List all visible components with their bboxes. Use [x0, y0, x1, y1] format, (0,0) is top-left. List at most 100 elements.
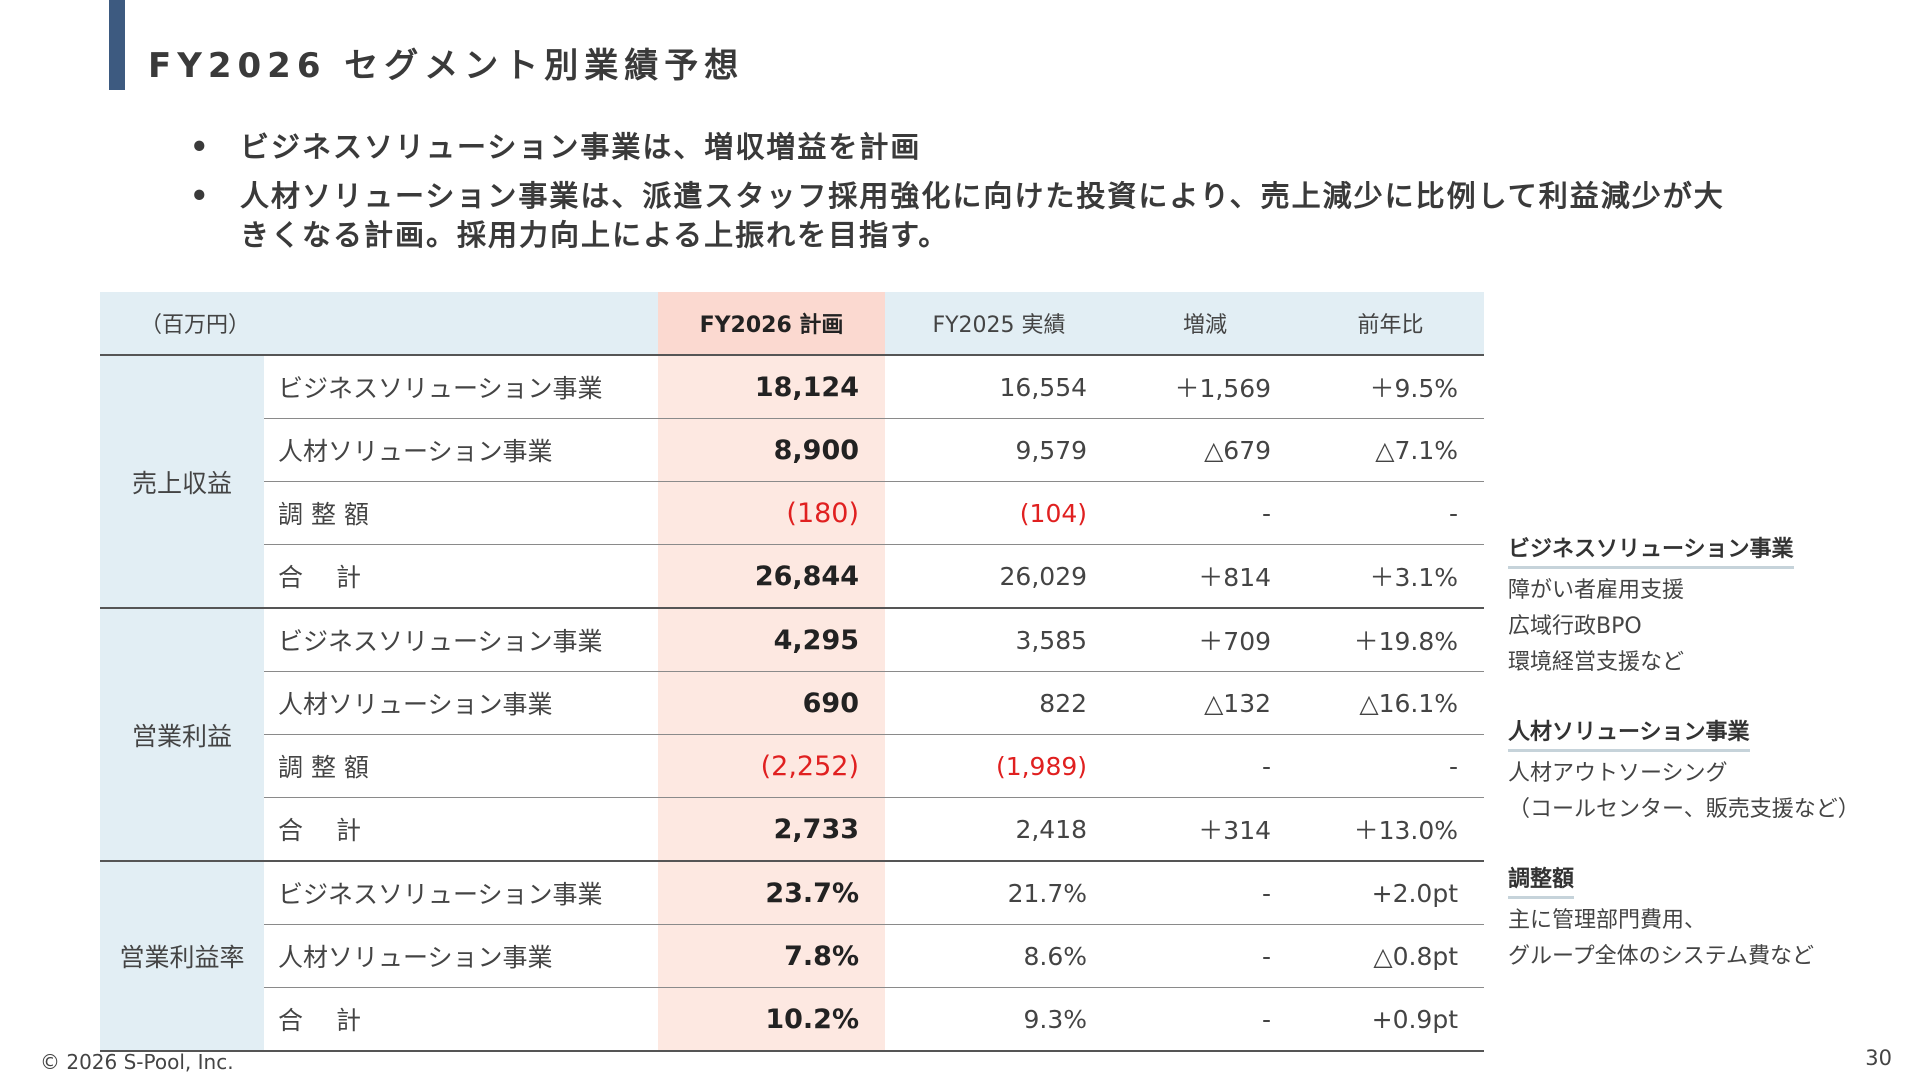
- actual-value: 9.3%: [885, 987, 1114, 1052]
- actual-value: 26,029: [885, 544, 1114, 609]
- yoy-value: ＋9.5%: [1297, 355, 1485, 419]
- row-label: 人材ソリューション事業: [264, 924, 659, 988]
- actual-value: 21.7%: [885, 861, 1114, 925]
- note-block: 人材ソリューション事業 人材アウトソーシング （コールセンター、販売支援など）: [1508, 715, 1918, 828]
- note-line: 環境経営支援など: [1508, 650, 1685, 675]
- header-yoy: 前年比: [1297, 292, 1485, 356]
- row-label: 調 整 額: [264, 481, 659, 545]
- change-value: -: [1113, 924, 1298, 988]
- page-title: FY2026 セグメント別業績予想: [148, 46, 745, 86]
- change-value: -: [1113, 861, 1298, 925]
- plan-value: 2,733: [658, 797, 886, 862]
- row-label: ビジネスソリューション事業: [264, 861, 659, 925]
- table-row: 合 計 10.2% 9.3% - +0.9pt: [100, 987, 1485, 1052]
- table-header-row: （百万円） FY2026 計画 FY2025 実績 増減 前年比: [100, 292, 1485, 356]
- table-row: 売上収益 ビジネスソリューション事業 18,124 16,554 ＋1,569 ＋9.5%: [100, 355, 1485, 609]
- table-row: 営業利益 ビジネスソリューション事業 4,295 3,585 ＋709 ＋19.8%: [100, 608, 1485, 862]
- segment-notes: ビジネスソリューション事業 障がい者雇用支援 広域行政BPO 環境経営支援など …: [1508, 532, 1918, 1009]
- bullet-text: 人材ソリューション事業は、派遣スタッフ採用強化に向けた投資により、売上減少に比例…: [240, 179, 1725, 252]
- row-label: 調 整 額: [264, 734, 659, 798]
- plan-value: (2,252): [658, 734, 886, 798]
- actual-value: (104): [885, 481, 1114, 545]
- bullet-text: ビジネスソリューション事業は、増収増益を計画: [240, 130, 922, 164]
- note-line: 主に管理部門費用、: [1508, 908, 1707, 933]
- row-label: 人材ソリューション事業: [264, 671, 659, 735]
- plan-value: 8,900: [658, 418, 886, 482]
- table-row: 人材ソリューション事業 690 822 △132 △16.1%: [100, 671, 1485, 735]
- row-label: ビジネスソリューション事業: [264, 608, 659, 672]
- bullet-item: • 人材ソリューション事業は、派遣スタッフ採用強化に向けた投資により、売上減少に…: [190, 177, 1750, 255]
- header-change: 増減: [1113, 292, 1298, 356]
- actual-value: (1,989): [885, 734, 1114, 798]
- yoy-value: ＋13.0%: [1297, 797, 1485, 862]
- row-label: ビジネスソリューション事業: [264, 355, 659, 419]
- segment-forecast-table: （百万円） FY2026 計画 FY2025 実績 増減 前年比 売上収益 ビジネ…: [100, 292, 1485, 1052]
- bullet-marker: •: [190, 130, 211, 164]
- actual-value: 2,418: [885, 797, 1114, 862]
- row-label: 合 計: [264, 987, 659, 1052]
- yoy-value: +2.0pt: [1297, 861, 1485, 925]
- bullet-marker: •: [190, 179, 211, 213]
- plan-value: 26,844: [658, 544, 886, 609]
- plan-value: 23.7%: [658, 861, 886, 925]
- plan-value: 4,295: [658, 608, 886, 672]
- change-value: -: [1113, 987, 1298, 1052]
- table-row: 合 計 26,844 26,029 ＋814 ＋3.1%: [100, 544, 1485, 609]
- note-line: （コールセンター、販売支援など）: [1508, 797, 1860, 822]
- note-heading: ビジネスソリューション事業: [1508, 534, 1794, 569]
- yoy-value: ＋3.1%: [1297, 544, 1485, 609]
- actual-value: 16,554: [885, 355, 1114, 419]
- unit-label: （百万円）: [100, 292, 659, 356]
- yoy-value: +0.9pt: [1297, 987, 1485, 1052]
- actual-value: 9,579: [885, 418, 1114, 482]
- table-row: 調 整 額 (2,252) (1,989) - -: [100, 734, 1485, 798]
- page-number: 30: [1865, 1046, 1892, 1070]
- note-heading: 人材ソリューション事業: [1508, 717, 1750, 752]
- plan-value: 690: [658, 671, 886, 735]
- note-heading: 調整額: [1508, 864, 1575, 899]
- yoy-value: △7.1%: [1297, 418, 1485, 482]
- note-line: 障がい者雇用支援: [1508, 578, 1685, 603]
- yoy-value: △0.8pt: [1297, 924, 1485, 988]
- yoy-value: -: [1297, 481, 1485, 545]
- change-value: ＋709: [1113, 608, 1298, 672]
- title-accent-bar: [109, 0, 125, 90]
- change-value: △679: [1113, 418, 1298, 482]
- table-row: 合 計 2,733 2,418 ＋314 ＋13.0%: [100, 797, 1485, 862]
- note-line: 広域行政BPO: [1508, 614, 1642, 639]
- yoy-value: ＋19.8%: [1297, 608, 1485, 672]
- plan-value: 18,124: [658, 355, 886, 419]
- note-line: 人材アウトソーシング: [1508, 761, 1728, 786]
- group-label: 営業利益率: [100, 861, 264, 1052]
- row-label: 人材ソリューション事業: [264, 418, 659, 482]
- plan-value: 10.2%: [658, 987, 886, 1052]
- change-value: ＋314: [1113, 797, 1298, 862]
- change-value: -: [1113, 734, 1298, 798]
- table-row: 人材ソリューション事業 7.8% 8.6% - △0.8pt: [100, 924, 1485, 988]
- table-row: 人材ソリューション事業 8,900 9,579 △679 △7.1%: [100, 418, 1485, 482]
- note-line: グループ全体のシステム費など: [1508, 944, 1815, 969]
- change-value: ＋1,569: [1113, 355, 1298, 419]
- note-block: 調整額 主に管理部門費用、 グループ全体のシステム費など: [1508, 862, 1918, 975]
- actual-value: 8.6%: [885, 924, 1114, 988]
- plan-value: 7.8%: [658, 924, 886, 988]
- bullet-item: • ビジネスソリューション事業は、増収増益を計画: [190, 128, 1750, 167]
- group-label: 売上収益: [100, 355, 264, 609]
- change-value: ＋814: [1113, 544, 1298, 609]
- table-row: 営業利益率 ビジネスソリューション事業 23.7% 21.7% - +2.0pt: [100, 861, 1485, 1052]
- note-block: ビジネスソリューション事業 障がい者雇用支援 広域行政BPO 環境経営支援など: [1508, 532, 1918, 681]
- row-label: 合 計: [264, 544, 659, 609]
- yoy-value: △16.1%: [1297, 671, 1485, 735]
- change-value: △132: [1113, 671, 1298, 735]
- copyright: © 2026 S-Pool, Inc.: [40, 1050, 234, 1074]
- plan-value: (180): [658, 481, 886, 545]
- group-label: 営業利益: [100, 608, 264, 862]
- table-row: 調 整 額 (180) (104) - -: [100, 481, 1485, 545]
- row-label: 合 計: [264, 797, 659, 862]
- actual-value: 3,585: [885, 608, 1114, 672]
- change-value: -: [1113, 481, 1298, 545]
- summary-bullets: • ビジネスソリューション事業は、増収増益を計画 • 人材ソリューション事業は、…: [190, 128, 1750, 265]
- actual-value: 822: [885, 671, 1114, 735]
- header-actual: FY2025 実績: [885, 292, 1114, 356]
- header-plan: FY2026 計画: [658, 292, 886, 356]
